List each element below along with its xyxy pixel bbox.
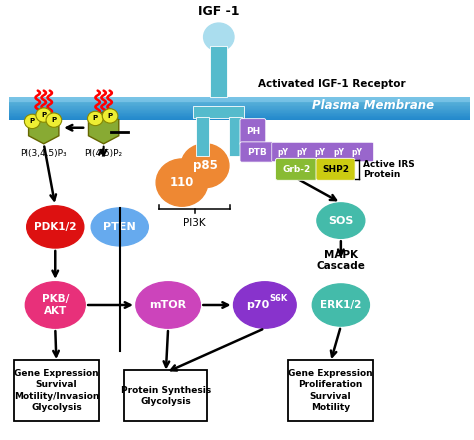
Ellipse shape	[91, 208, 148, 246]
Bar	[9, 120, 470, 121]
Bar	[9, 118, 470, 119]
Bar	[9, 110, 470, 111]
Bar	[9, 112, 470, 113]
Text: pY: pY	[278, 147, 289, 157]
Text: P: P	[108, 113, 113, 119]
Bar	[9, 99, 470, 100]
Text: pY: pY	[315, 147, 326, 157]
Bar	[210, 47, 227, 97]
Ellipse shape	[312, 284, 369, 326]
Circle shape	[24, 114, 40, 128]
Bar	[9, 98, 470, 99]
Bar	[9, 108, 470, 109]
Text: SOS: SOS	[328, 216, 354, 226]
Text: Gene Expression
Proliferation
Survival
Motility: Gene Expression Proliferation Survival M…	[288, 369, 373, 411]
Bar	[9, 97, 470, 102]
Bar	[9, 104, 470, 105]
FancyBboxPatch shape	[288, 360, 373, 421]
Bar	[9, 100, 470, 101]
Text: Active IRS
Protein: Active IRS Protein	[364, 160, 415, 179]
Bar	[9, 109, 470, 110]
Bar	[9, 116, 470, 117]
Text: Gene Expression
Survival
Motility/Invasion
Glycolysis: Gene Expression Survival Motility/Invasi…	[14, 369, 99, 411]
Bar	[193, 106, 244, 118]
Circle shape	[46, 113, 62, 127]
Ellipse shape	[317, 203, 365, 238]
Bar	[9, 103, 470, 104]
Text: PI(3,4,5)P₃: PI(3,4,5)P₃	[20, 149, 67, 158]
Bar	[9, 119, 470, 120]
Text: PTEN: PTEN	[103, 222, 136, 232]
Text: SHP2: SHP2	[322, 165, 349, 174]
FancyBboxPatch shape	[275, 158, 317, 180]
Text: 110: 110	[170, 176, 194, 189]
FancyBboxPatch shape	[316, 158, 355, 180]
Ellipse shape	[136, 282, 201, 328]
Text: mTOR: mTOR	[150, 300, 187, 310]
FancyBboxPatch shape	[124, 370, 207, 421]
Text: Activated IGF-1 Receptor: Activated IGF-1 Receptor	[258, 79, 405, 88]
Text: IGF -1: IGF -1	[198, 5, 239, 18]
Bar	[9, 113, 470, 114]
Bar	[9, 117, 470, 118]
Ellipse shape	[27, 206, 84, 248]
Text: p70: p70	[246, 300, 270, 310]
Bar	[9, 102, 470, 103]
Bar	[196, 117, 209, 156]
FancyBboxPatch shape	[240, 119, 266, 145]
Text: PDK1/2: PDK1/2	[34, 222, 76, 232]
Text: P: P	[30, 118, 35, 125]
Circle shape	[204, 23, 234, 51]
Text: Grb-2: Grb-2	[282, 165, 310, 174]
Text: pY: pY	[333, 147, 344, 157]
Bar	[229, 117, 242, 156]
Text: p85: p85	[192, 159, 218, 172]
Text: P: P	[51, 117, 56, 123]
Bar	[9, 97, 470, 98]
Text: PKB/
AKT: PKB/ AKT	[42, 294, 69, 316]
FancyBboxPatch shape	[240, 142, 273, 162]
Text: P: P	[93, 115, 98, 121]
Bar	[9, 111, 470, 112]
Text: Plasma Membrane: Plasma Membrane	[312, 99, 434, 112]
Text: S6K: S6K	[270, 294, 288, 303]
Polygon shape	[28, 112, 59, 144]
Text: ERK1/2: ERK1/2	[320, 300, 362, 310]
Bar	[9, 107, 470, 108]
Text: PTB: PTB	[247, 147, 267, 157]
Ellipse shape	[234, 282, 296, 328]
Text: P: P	[41, 112, 46, 118]
Circle shape	[102, 109, 118, 123]
Bar	[9, 114, 470, 115]
Text: Protein Synthesis
Glycolysis: Protein Synthesis Glycolysis	[121, 386, 211, 406]
Text: PI(4,5)P₂: PI(4,5)P₂	[84, 149, 123, 158]
Text: pY: pY	[352, 147, 363, 157]
Text: MAPK
Cascade: MAPK Cascade	[317, 250, 365, 271]
Bar	[9, 105, 470, 106]
Text: PI3K: PI3K	[183, 218, 206, 228]
Text: pY: pY	[296, 147, 307, 157]
Bar	[9, 115, 470, 116]
FancyBboxPatch shape	[272, 142, 374, 162]
Ellipse shape	[181, 144, 229, 188]
FancyBboxPatch shape	[14, 360, 99, 421]
Circle shape	[36, 108, 52, 122]
Text: PH: PH	[246, 127, 260, 136]
Bar	[9, 101, 470, 102]
Polygon shape	[89, 112, 119, 144]
Ellipse shape	[156, 159, 208, 206]
Bar	[9, 106, 470, 107]
Circle shape	[88, 111, 103, 126]
Ellipse shape	[25, 282, 85, 328]
